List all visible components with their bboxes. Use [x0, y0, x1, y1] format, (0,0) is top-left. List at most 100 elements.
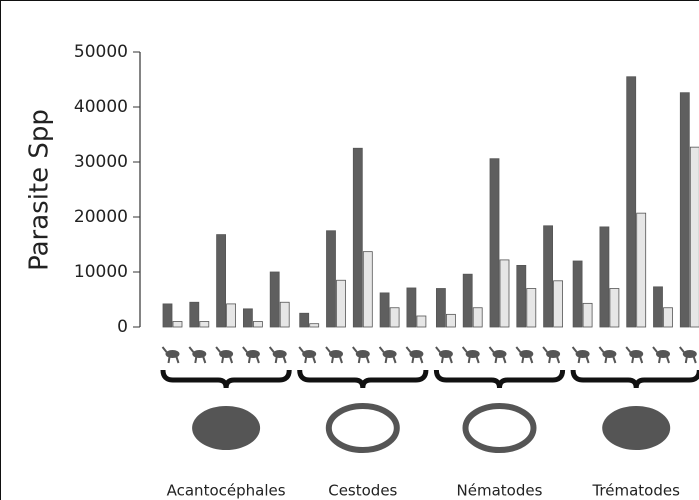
bar [406, 287, 417, 328]
parasite-icon [602, 406, 671, 450]
host-icon [575, 350, 590, 358]
host-icon [598, 346, 617, 364]
host-icon [652, 346, 670, 364]
host-icon [165, 350, 180, 358]
host-icon [461, 346, 480, 364]
y-tick-label: 50000 [74, 42, 128, 62]
y-tick-label: 30000 [74, 152, 128, 172]
bar [636, 212, 647, 328]
bar [663, 307, 673, 328]
host-icon [219, 350, 234, 358]
host-icon [546, 350, 561, 358]
host-icon [161, 346, 180, 364]
y-tick-label: 0 [117, 317, 128, 337]
group-label: Trématodes [591, 482, 680, 500]
bar [435, 288, 446, 328]
bar [379, 292, 390, 328]
host-icon [679, 346, 697, 364]
bar [543, 225, 553, 328]
group-label: Cestodes [328, 482, 397, 500]
bar [226, 303, 237, 328]
host-icon [438, 350, 453, 358]
bar [553, 280, 563, 328]
host-icon [465, 350, 480, 358]
host-icon [656, 350, 670, 358]
bar [679, 92, 690, 328]
host-icon [272, 350, 287, 358]
host-icon [325, 346, 343, 364]
bar [462, 273, 473, 328]
bar [336, 279, 346, 328]
host-icon [519, 350, 534, 358]
host-icon [298, 346, 317, 364]
bar [352, 147, 363, 328]
host-icon [409, 350, 424, 358]
bar [362, 251, 373, 328]
host-icon [188, 346, 207, 364]
bar [499, 259, 510, 328]
bar [526, 288, 537, 328]
host-icon [492, 350, 507, 358]
group-label: Acantocéphales [167, 482, 286, 500]
host-icon [571, 346, 590, 364]
y-tick-label: 40000 [74, 97, 128, 117]
host-icon [682, 350, 697, 358]
bar [489, 158, 500, 328]
host-icon [245, 350, 260, 358]
host-icon [542, 346, 561, 364]
host-icon [435, 346, 453, 364]
bar [216, 234, 227, 328]
host-icon [625, 346, 644, 364]
bar [599, 226, 610, 328]
bar [269, 271, 280, 328]
parasite-icon [192, 406, 261, 450]
bar [242, 308, 253, 328]
parasite-icon [325, 403, 400, 453]
host-icon [378, 346, 397, 364]
bar [199, 321, 210, 328]
bar [326, 230, 336, 328]
group-label: Nématodes [457, 482, 543, 500]
host-icon [602, 350, 617, 358]
bar [472, 307, 483, 328]
bar [653, 286, 663, 328]
brace [160, 369, 292, 389]
host-icon [515, 346, 534, 364]
bar [445, 313, 456, 328]
y-axis-title: Parasite Spp [25, 109, 55, 271]
bar [689, 146, 699, 328]
host-icon [302, 350, 317, 358]
bar [572, 260, 583, 328]
bar [389, 307, 400, 328]
host-icon [352, 346, 370, 364]
host-icon [268, 346, 287, 364]
bar [309, 323, 320, 328]
host-icon [405, 346, 424, 364]
bar [252, 321, 263, 328]
bar [279, 301, 290, 328]
host-icon [629, 350, 644, 358]
host-icon [329, 350, 343, 358]
bar [609, 288, 620, 328]
y-tick-label: 20000 [74, 207, 128, 227]
bar [582, 302, 593, 328]
bar [162, 303, 173, 328]
bar [626, 76, 637, 328]
host-icon [355, 350, 370, 358]
brace [297, 369, 429, 389]
brace [570, 369, 699, 389]
bar [189, 301, 200, 328]
parasite-icon [462, 403, 537, 453]
host-icon [382, 350, 397, 358]
brace [433, 369, 566, 389]
bar [416, 315, 427, 328]
host-icon [215, 346, 234, 364]
y-tick-label: 10000 [74, 262, 128, 282]
host-icon [242, 346, 260, 364]
bar [516, 264, 527, 328]
host-icon [488, 346, 507, 364]
bar [172, 321, 183, 328]
bar [299, 312, 310, 328]
